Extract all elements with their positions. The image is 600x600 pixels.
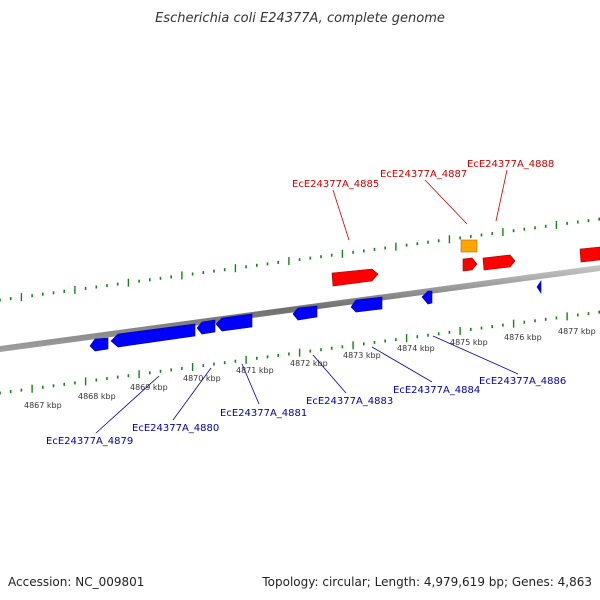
gene-label-EcE24377A_4887[interactable]: EcE24377A_4887 [380,169,467,180]
reverse-genes [89,280,542,352]
gene-label-EcE24377A_4886[interactable]: EcE24377A_4886 [479,376,566,387]
gene-EcE24377A_4883[interactable] [292,305,318,321]
gene-label-EcE24377A_4879[interactable]: EcE24377A_4879 [46,436,133,447]
kbp-label: 4868 kbp [78,392,116,401]
rna-gene[interactable] [460,239,478,253]
kbp-label: 4874 kbp [397,344,435,353]
gene-EcE24377A_4884[interactable] [350,296,383,313]
kbp-scale: 4867 kbp 4868 kbp 4869 kbp 4870 kbp 4871… [24,327,596,410]
kbp-label: 4871 kbp [236,366,274,375]
outer-tick-track [0,217,600,302]
forward-gene-labels: EcE24377A_4885 EcE24377A_4887 EcE24377A_… [292,159,554,241]
kbp-label: 4870 kbp [183,374,221,383]
inner-tick-track [0,310,600,395]
kbp-label: 4867 kbp [24,401,62,410]
genome-summary-text: Topology: circular; Length: 4,979,619 bp… [261,575,592,589]
reverse-gene-labels: EcE24377A_4879 EcE24377A_4880 EcE24377A_… [46,335,566,447]
gene-label-EcE24377A_4888[interactable]: EcE24377A_4888 [467,159,554,170]
kbp-label: 4872 kbp [290,359,328,368]
gene-EcE24377A_4887[interactable] [462,257,478,272]
gene-label-EcE24377A_4881[interactable]: EcE24377A_4881 [220,408,307,419]
forward-gene[interactable] [579,246,600,263]
gene-label-EcE24377A_4885[interactable]: EcE24377A_4885 [292,179,379,190]
gene-EcE24377A_4880[interactable] [110,323,196,348]
kbp-label: 4873 kbp [343,351,381,360]
gene-EcE24377A_4885[interactable] [331,268,379,287]
forward-genes [331,239,600,287]
reverse-gene[interactable] [421,290,433,305]
gene-label-EcE24377A_4884[interactable]: EcE24377A_4884 [393,385,480,396]
accession-text: Accession: NC_009801 [8,575,144,589]
genome-title: Escherichia coli E24377A, complete genom… [155,11,445,26]
kbp-label: 4876 kbp [504,333,542,342]
gene-label-EcE24377A_4883[interactable]: EcE24377A_4883 [306,396,393,407]
kbp-label: 4869 kbp [130,383,168,392]
gene-EcE24377A_4879[interactable] [89,337,109,352]
gene-EcE24377A_4886[interactable] [536,280,542,294]
kbp-label: 4877 kbp [558,327,596,336]
kbp-label: 4875 kbp [450,338,488,347]
gene-EcE24377A_4881[interactable] [215,313,253,332]
reverse-gene[interactable] [196,319,216,335]
gene-label-EcE24377A_4880[interactable]: EcE24377A_4880 [132,423,219,434]
gene-EcE24377A_4888[interactable] [482,254,516,271]
